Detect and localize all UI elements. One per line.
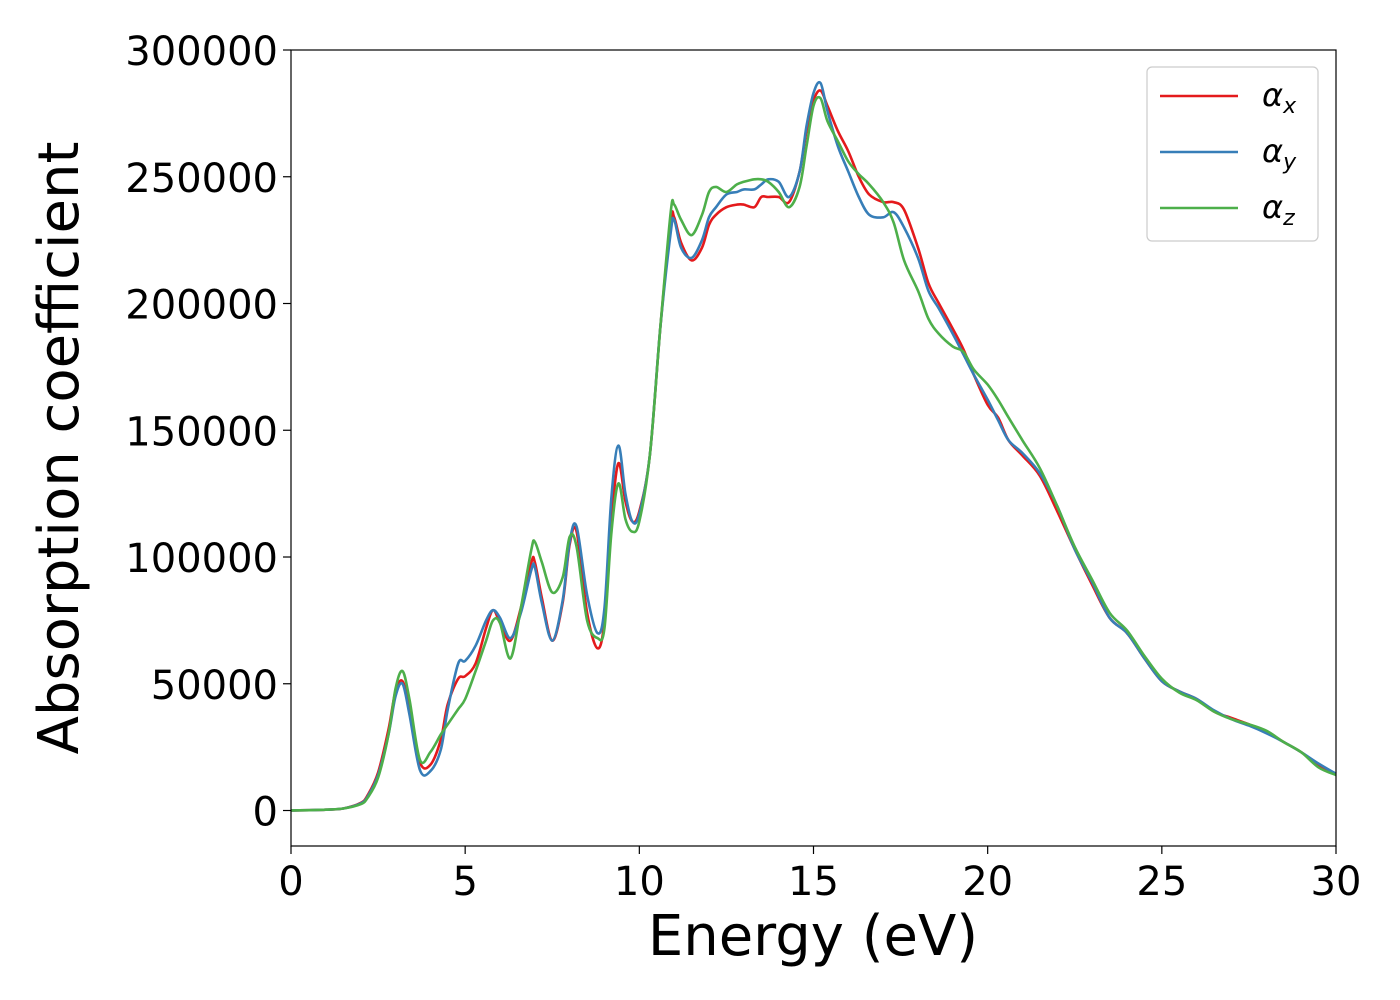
y-tick-label: 300000 [125, 29, 278, 75]
x-tick-label: 0 [278, 859, 303, 905]
x-tick-label: 30 [1311, 859, 1362, 905]
y-tick-label: 200000 [125, 283, 278, 329]
y-axis: 0 50000 100000 150000 200000 250000 300000 [125, 29, 291, 836]
series-line-1 [290, 89, 1337, 812]
y-tick-label: 250000 [125, 156, 278, 202]
x-tick-label: 15 [788, 859, 839, 905]
y-tick-label: 50000 [151, 663, 278, 709]
series-line-3 [290, 95, 1337, 812]
y-tick-label: 0 [253, 790, 278, 836]
series-layer [290, 80, 1337, 812]
legend-label-2: αy [1262, 132, 1297, 175]
y-tick-label: 100000 [125, 536, 278, 582]
x-tick-label: 10 [614, 859, 665, 905]
x-axis: 0 5 10 15 20 25 30 [278, 846, 1361, 905]
x-axis-title: Energy (eV) [648, 904, 978, 969]
y-tick-label: 150000 [125, 409, 278, 455]
x-tick-label: 5 [452, 859, 477, 905]
legend: αx αy αz [1146, 66, 1319, 242]
y-axis-title: Absorption coefficient [27, 142, 92, 755]
x-tick-label: 25 [1136, 859, 1187, 905]
x-tick-label: 20 [962, 859, 1013, 905]
legend-label-1: αx [1262, 76, 1297, 119]
legend-box [1146, 66, 1319, 242]
legend-label-3: αz [1262, 188, 1295, 231]
